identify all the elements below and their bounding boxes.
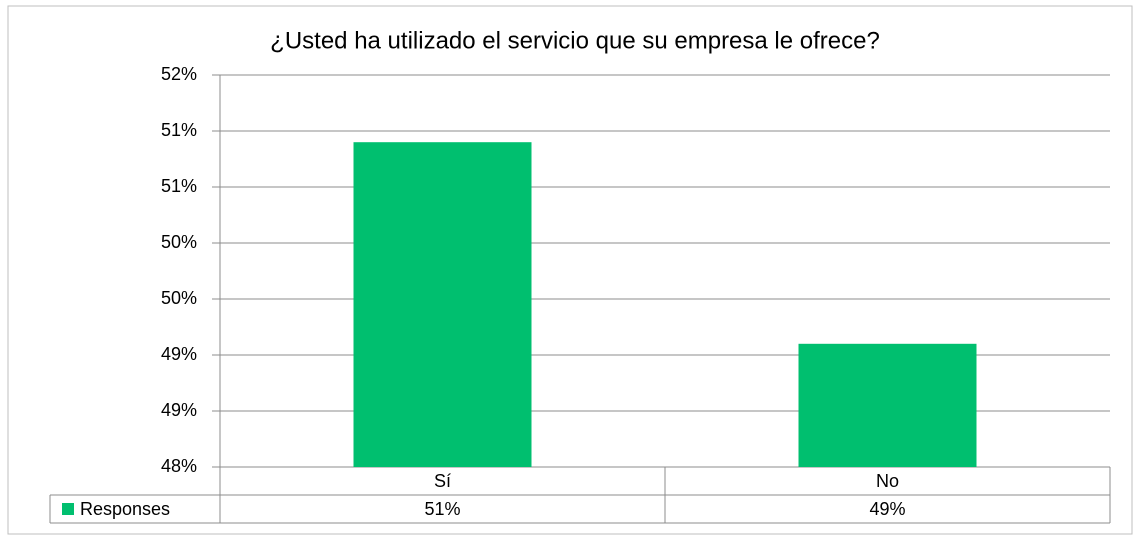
- y-tick-label: 50%: [161, 232, 197, 252]
- chart-title: ¿Usted ha utilizado el servicio que su e…: [270, 27, 880, 54]
- x-tick-label: No: [876, 471, 899, 491]
- y-tick-label: 51%: [161, 176, 197, 196]
- table-value: 49%: [869, 499, 905, 519]
- y-tick-label: 52%: [161, 64, 197, 84]
- y-tick-label: 49%: [161, 400, 197, 420]
- legend-swatch: [62, 503, 74, 515]
- table-value: 51%: [424, 499, 460, 519]
- y-tick-label: 50%: [161, 288, 197, 308]
- x-tick-label: Sí: [434, 471, 451, 491]
- y-tick-label: 51%: [161, 120, 197, 140]
- y-tick-label: 49%: [161, 344, 197, 364]
- bar: [353, 142, 532, 467]
- bar: [798, 343, 977, 467]
- legend-label: Responses: [80, 499, 170, 519]
- y-tick-label: 48%: [161, 456, 197, 476]
